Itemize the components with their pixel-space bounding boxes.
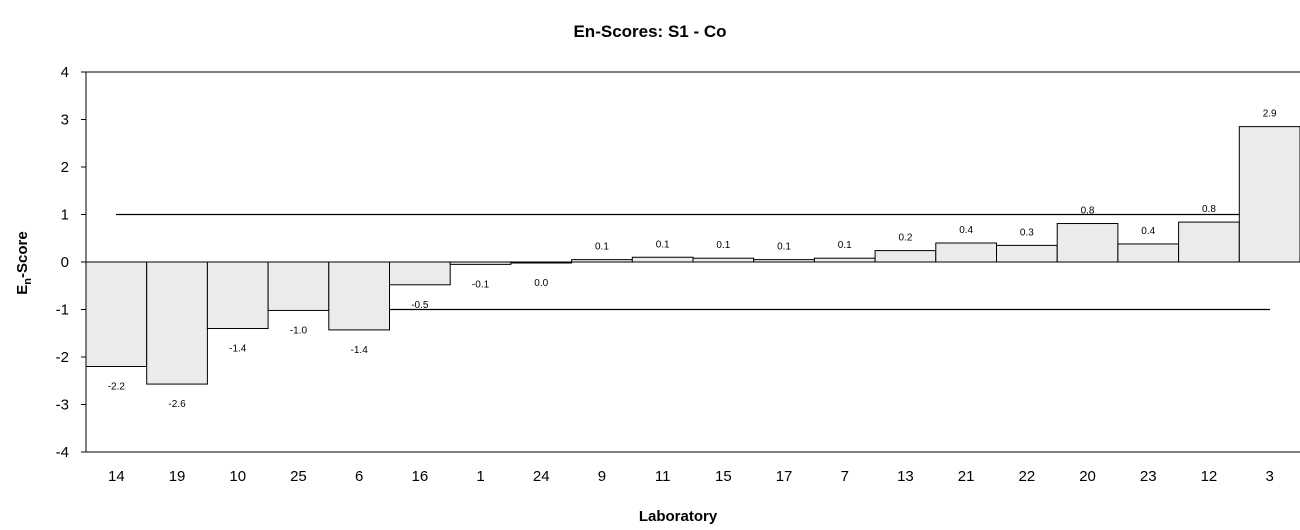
- y-tick-label--3: -3: [56, 397, 69, 414]
- y-tick-label--1: -1: [56, 302, 69, 319]
- x-tick-label-lab-15: 15: [715, 468, 732, 485]
- x-tick-label-lab-23: 23: [1140, 468, 1157, 485]
- x-axis-label: Laboratory: [639, 508, 718, 525]
- bar-lab-10: [206, 261, 269, 329]
- y-tick-label-1: 1: [61, 207, 69, 224]
- data-label-lab-21: 0.4: [959, 225, 973, 236]
- data-labels: -2.2 -2.6 -1.4 -1.0 -1.4 -0.5 -0.1 0.0 0.1 0.1 0.1…: [108, 109, 1277, 410]
- x-tick-label-lab-17: 17: [776, 468, 793, 485]
- data-label-lab-6: -1.4: [351, 345, 369, 356]
- x-tick-label-lab-16: 16: [412, 468, 429, 485]
- y-axis: 4 3 2 1 0 -1 -2 -3 -4: [56, 64, 1300, 461]
- y-axis-label: En-Score: [14, 231, 34, 294]
- y-tick-label-3: 3: [61, 112, 69, 129]
- x-tick-label-lab-10: 10: [229, 468, 246, 485]
- x-tick-label-lab-21: 21: [958, 468, 975, 485]
- data-label-lab-13: 0.2: [898, 233, 912, 244]
- bar-lab-15: [692, 257, 755, 263]
- data-label-lab-11: 0.1: [656, 239, 670, 250]
- bar-lab-19: [146, 261, 208, 385]
- data-label-lab-1: -0.1: [472, 279, 490, 290]
- x-tick-label-lab-3: 3: [1265, 468, 1273, 485]
- x-tick-label-lab-11: 11: [655, 468, 671, 485]
- y-tick-label-2: 2: [61, 159, 69, 176]
- y-tick-label-4: 4: [61, 64, 69, 81]
- x-tick-label-lab-6: 6: [355, 468, 363, 485]
- bar-lab-12: [1178, 221, 1240, 263]
- x-tick-label-lab-24: 24: [533, 468, 550, 485]
- bar-lab-20: [1056, 223, 1119, 263]
- x-tick-label-lab-14: 14: [108, 468, 125, 485]
- y-tick-label--4: -4: [56, 444, 69, 461]
- data-label-lab-23: 0.4: [1141, 226, 1155, 237]
- data-label-lab-3: 2.9: [1263, 109, 1277, 120]
- x-tick-label-lab-1: 1: [476, 468, 484, 485]
- y-axis-label-subscript: n: [22, 278, 34, 285]
- bar-lab-21: [935, 242, 997, 263]
- bar-lab-25: [267, 261, 330, 311]
- data-label-lab-17: 0.1: [777, 242, 791, 253]
- bar-lab-22: [996, 244, 1058, 263]
- bar-lab-11: [631, 256, 694, 263]
- y-tick-label-0: 0: [61, 254, 69, 271]
- x-tick-labels: 14 19 10 25 6 16 1 24 9 11 15 17 7 13 21 22 20 23 12 3: [108, 468, 1274, 485]
- bar-lab-13: [874, 250, 937, 263]
- x-tick-label-lab-13: 13: [897, 468, 914, 485]
- data-label-lab-12: 0.8: [1202, 204, 1216, 215]
- svg-text:En-Score: En-Score: [14, 231, 34, 294]
- y-axis-label-rest: -Score: [14, 231, 31, 278]
- data-label-lab-14: -2.2: [108, 382, 126, 393]
- y-tick-label--2: -2: [56, 349, 69, 366]
- x-tick-label-lab-19: 19: [169, 468, 186, 485]
- data-label-lab-7: 0.1: [838, 240, 852, 251]
- data-label-lab-10: -1.4: [229, 344, 247, 355]
- bar-lab-3: [1238, 126, 1300, 263]
- data-label-lab-9: 0.1: [595, 242, 609, 253]
- bars: [85, 126, 1300, 385]
- x-tick-label-lab-25: 25: [290, 468, 307, 485]
- y-axis-label-main: E: [14, 285, 31, 295]
- data-label-lab-25: -1.0: [290, 325, 308, 336]
- bar-lab-6: [328, 261, 390, 331]
- bar-lab-7: [813, 257, 876, 263]
- bar-lab-14: [85, 261, 148, 367]
- data-label-lab-15: 0.1: [716, 240, 730, 251]
- data-label-lab-20: 0.8: [1081, 206, 1095, 217]
- chart-title: En-Scores: S1 - Co: [573, 22, 726, 41]
- x-tick-label-lab-22: 22: [1019, 468, 1036, 485]
- data-label-lab-22: 0.3: [1020, 227, 1034, 238]
- data-label-lab-19: -2.6: [168, 399, 186, 410]
- x-tick-label-lab-20: 20: [1079, 468, 1096, 485]
- data-label-lab-16: -0.5: [411, 300, 429, 311]
- x-tick-label-lab-9: 9: [598, 468, 606, 485]
- data-label-lab-24: 0.0: [534, 278, 548, 289]
- bar-lab-23: [1117, 243, 1180, 263]
- x-tick-label-lab-12: 12: [1201, 468, 1218, 485]
- x-tick-label-lab-7: 7: [841, 468, 849, 485]
- bar-lab-16: [389, 261, 451, 286]
